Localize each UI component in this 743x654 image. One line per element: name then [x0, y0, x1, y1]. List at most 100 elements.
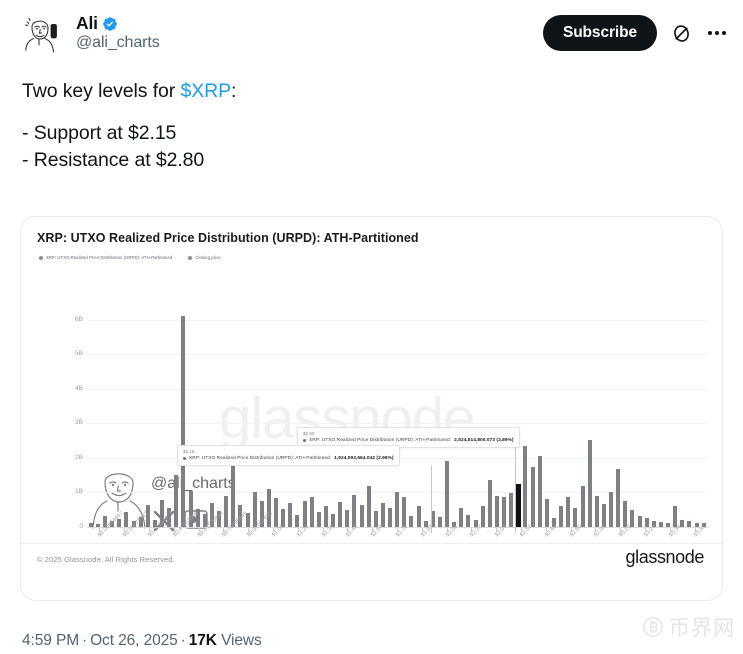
- chart-bar[interactable]: [316, 512, 321, 527]
- chart-bar[interactable]: [459, 508, 464, 527]
- chart-bar[interactable]: [609, 491, 613, 527]
- chart-bar[interactable]: [209, 503, 214, 527]
- chart-bar[interactable]: [637, 515, 642, 527]
- chart-bar[interactable]: [103, 516, 108, 527]
- chart-bar[interactable]: [523, 445, 528, 527]
- chart-bar[interactable]: [566, 496, 571, 527]
- chart-bar[interactable]: [245, 512, 250, 527]
- chart-bar[interactable]: [110, 520, 115, 527]
- chart-bar[interactable]: [345, 509, 350, 527]
- chart-bar[interactable]: [409, 515, 414, 527]
- chart-bar[interactable]: [323, 505, 328, 527]
- chart-bar[interactable]: [701, 523, 706, 527]
- chart-bar[interactable]: [195, 509, 200, 527]
- legend-item-urpd[interactable]: XRP: UTXO Realized Price Distribution (U…: [39, 255, 172, 260]
- chart-bar[interactable]: [238, 504, 243, 527]
- chart-bar[interactable]: [352, 494, 357, 527]
- chart-bar[interactable]: [167, 507, 172, 527]
- chart-bar[interactable]: [658, 522, 663, 527]
- chart-bar[interactable]: [181, 316, 186, 527]
- tooltip-1-header: $2.80: [303, 431, 315, 436]
- chart-bar[interactable]: [174, 475, 179, 527]
- chart-bar[interactable]: [160, 500, 165, 527]
- user-handle[interactable]: @ali_charts: [76, 33, 160, 51]
- chart-bar[interactable]: [494, 495, 499, 527]
- chart-bar[interactable]: [380, 502, 385, 527]
- chart-bar[interactable]: [680, 520, 685, 527]
- chart-bar[interactable]: [616, 469, 621, 527]
- chart-bar[interactable]: [152, 519, 157, 527]
- chart-bar[interactable]: [623, 500, 628, 527]
- chart-bar[interactable]: [302, 500, 307, 527]
- chart-bar[interactable]: [594, 495, 599, 527]
- chart-bar[interactable]: [580, 486, 585, 527]
- chart-bar[interactable]: [359, 505, 364, 527]
- chart-bar[interactable]: [138, 516, 143, 527]
- legend-item-closing-price[interactable]: Closing price: [188, 255, 221, 260]
- chart-bar[interactable]: [552, 518, 556, 527]
- chart-bar[interactable]: [437, 517, 442, 527]
- chart-bar[interactable]: [252, 491, 257, 527]
- chart-bar[interactable]: [281, 509, 286, 527]
- chart-bar[interactable]: [445, 460, 450, 527]
- chart-bar[interactable]: [573, 507, 578, 527]
- chart-bar[interactable]: [559, 505, 564, 527]
- chart-bar[interactable]: [487, 480, 492, 527]
- chart-bar[interactable]: [687, 521, 692, 527]
- slashed-circle-icon[interactable]: [669, 21, 693, 45]
- chart-bar[interactable]: [666, 522, 671, 527]
- chart-bar[interactable]: [95, 523, 100, 527]
- chart-bar[interactable]: [509, 493, 514, 527]
- chart-bar[interactable]: [217, 511, 222, 527]
- chart-bar[interactable]: [88, 522, 93, 527]
- chart-bar[interactable]: [295, 515, 300, 527]
- chart-bar[interactable]: [537, 456, 542, 527]
- chart-bar[interactable]: [188, 490, 193, 527]
- chart-bar[interactable]: [423, 520, 428, 527]
- chart-bar[interactable]: [651, 520, 656, 527]
- more-horizontal-icon[interactable]: [705, 21, 729, 45]
- chart-bar[interactable]: [338, 502, 343, 527]
- chart-bar[interactable]: [388, 507, 393, 527]
- chart-bar[interactable]: [587, 439, 592, 527]
- chart-bar[interactable]: [266, 489, 271, 527]
- chart-bar[interactable]: [416, 505, 421, 527]
- chart-bar[interactable]: [366, 486, 371, 527]
- chart-bar[interactable]: [202, 513, 207, 527]
- chart-bar[interactable]: [673, 506, 678, 527]
- chart-bars[interactable]: [87, 217, 707, 527]
- chart-bar[interactable]: [395, 491, 400, 527]
- chart-bar[interactable]: [402, 496, 407, 527]
- chart-bar[interactable]: [231, 462, 236, 527]
- chart-bar[interactable]: [131, 521, 136, 527]
- chart-bar[interactable]: [145, 504, 150, 527]
- chart-bar[interactable]: [124, 512, 129, 527]
- chart-bar[interactable]: [544, 499, 549, 527]
- chart-card[interactable]: XRP: UTXO Realized Price Distribution (U…: [20, 216, 723, 601]
- chart-bar[interactable]: [630, 510, 635, 527]
- chart-bar[interactable]: [117, 518, 122, 527]
- chart-bar[interactable]: [274, 498, 279, 527]
- subscribe-button[interactable]: Subscribe: [542, 15, 657, 51]
- cashtag-xrp[interactable]: $XRP: [180, 80, 232, 102]
- chart-bar[interactable]: [516, 483, 522, 527]
- chart-bar[interactable]: [331, 513, 336, 527]
- chart-bar[interactable]: [530, 466, 535, 527]
- chart-bar[interactable]: [309, 496, 314, 527]
- chart-bar[interactable]: [224, 495, 229, 527]
- chart-bar[interactable]: [473, 520, 478, 527]
- chart-bar[interactable]: [502, 496, 507, 527]
- chart-bar[interactable]: [694, 522, 699, 527]
- avatar[interactable]: [18, 9, 66, 57]
- chart-bar[interactable]: [288, 503, 293, 527]
- chart-bar[interactable]: [466, 515, 471, 527]
- chart-bar[interactable]: [452, 521, 457, 527]
- chart-bar[interactable]: [644, 518, 649, 527]
- y-tick-text: 6B: [75, 315, 83, 323]
- chart-bar[interactable]: [480, 505, 485, 527]
- x-axis-tickmark: [397, 528, 398, 532]
- chart-bar[interactable]: [259, 500, 264, 527]
- chart-bar[interactable]: [601, 503, 606, 527]
- chart-bar[interactable]: [373, 511, 378, 527]
- chart-bar[interactable]: [430, 510, 435, 527]
